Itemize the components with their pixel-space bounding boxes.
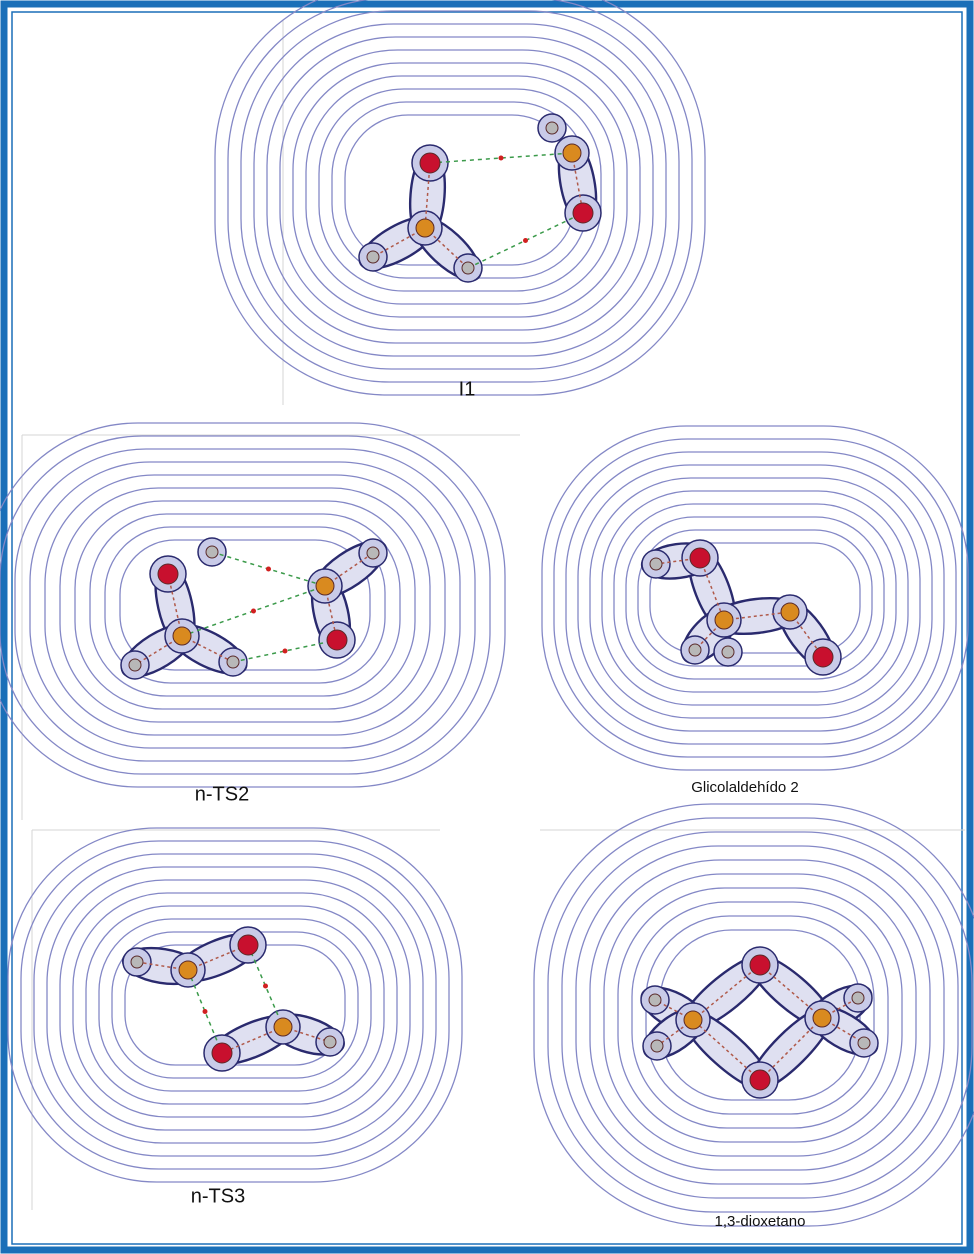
critical-point (251, 609, 256, 614)
atom (327, 630, 347, 650)
contour-line (241, 11, 679, 369)
atom (689, 644, 701, 656)
contour-line (0, 436, 490, 774)
contour-maps (0, 0, 974, 1226)
atom (274, 1018, 292, 1036)
contour-line (21, 841, 449, 1169)
critical-point (283, 649, 288, 654)
critical-point (266, 567, 271, 572)
atom (684, 1011, 702, 1029)
critical-point (499, 156, 504, 161)
contour-line (228, 0, 692, 382)
contour-line (576, 846, 944, 1184)
contour-line (75, 501, 415, 709)
atom (813, 647, 833, 667)
atom (813, 1009, 831, 1027)
contour-line (548, 818, 972, 1212)
contour-line (8, 828, 462, 1182)
atom (420, 153, 440, 173)
atom (546, 122, 558, 134)
atom (858, 1037, 870, 1049)
atom (649, 994, 661, 1006)
contour-line (215, 0, 705, 395)
atom (367, 547, 379, 559)
contour-line (0, 423, 505, 787)
atom (131, 956, 143, 968)
atom (651, 1040, 663, 1052)
contour-line (534, 804, 974, 1226)
panel-label: n-TS3 (191, 1185, 245, 1207)
atom (324, 1036, 336, 1048)
contour-line (30, 462, 460, 748)
contour-line (34, 854, 436, 1156)
atom (690, 548, 710, 568)
atom (179, 961, 197, 979)
frame-border (4, 4, 970, 1250)
atom (238, 935, 258, 955)
panel-label: 1,3-dioxetano (715, 1213, 806, 1230)
atom (206, 546, 218, 558)
atom (852, 992, 864, 1004)
atom (781, 603, 799, 621)
atom (573, 203, 593, 223)
atom (416, 219, 434, 237)
atom (750, 955, 770, 975)
figure: I1 n-TS2 Glicolaldehído 2 n-TS3 1,3-diox… (0, 0, 974, 1254)
atom (650, 558, 662, 570)
panel-label: n-TS2 (195, 783, 249, 805)
atom (722, 646, 734, 658)
critical-point (523, 238, 528, 243)
panel-label: I1 (459, 378, 476, 400)
atom (563, 144, 581, 162)
atom (316, 577, 334, 595)
page: {"panels": [ {"label": "I1"}, {"label": … (0, 0, 974, 1254)
atom (227, 656, 239, 668)
contour-line (15, 449, 475, 761)
contour-line (60, 488, 430, 722)
contour-line (254, 24, 666, 356)
contour-line (47, 867, 423, 1143)
critical-point (203, 1009, 208, 1014)
atom (462, 262, 474, 274)
atom (173, 627, 191, 645)
atom (212, 1043, 232, 1063)
panel-label: Glicolaldehído 2 (691, 779, 799, 796)
atom (129, 659, 141, 671)
critical-point (263, 984, 268, 989)
atom (158, 564, 178, 584)
atom (750, 1070, 770, 1090)
atom (367, 251, 379, 263)
atom (715, 611, 733, 629)
contour-line (562, 832, 958, 1198)
contour-line (73, 893, 397, 1117)
